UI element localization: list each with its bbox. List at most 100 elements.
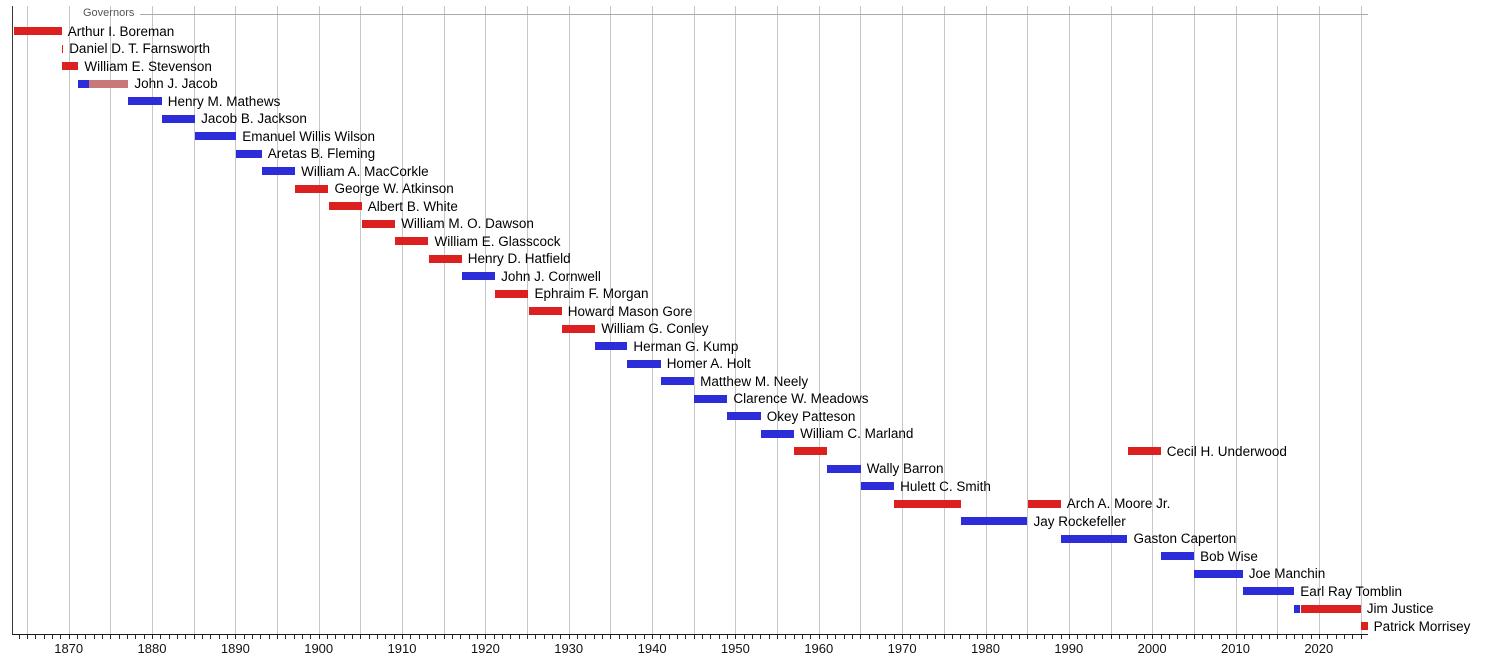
axis-tick bbox=[485, 635, 487, 639]
term-bar bbox=[794, 447, 828, 455]
x-axis-year-label: 1910 bbox=[387, 641, 417, 656]
axis-tick bbox=[293, 635, 295, 639]
axis-tick bbox=[977, 635, 979, 639]
axis-tick bbox=[493, 635, 495, 639]
governor-label: Homer A. Holt bbox=[666, 356, 751, 371]
governor-label: Henry D. Hatfield bbox=[467, 251, 571, 266]
axis-tick bbox=[118, 635, 120, 639]
term-bar bbox=[860, 482, 895, 490]
axis-tick bbox=[102, 635, 103, 639]
governor-label: Ephraim F. Morgan bbox=[534, 286, 649, 301]
axis-tick bbox=[393, 635, 395, 639]
governor-label: Arch A. Moore Jr. bbox=[1066, 496, 1171, 511]
axis-tick bbox=[502, 635, 504, 639]
axis-tick bbox=[652, 635, 654, 639]
term-bar bbox=[627, 359, 661, 368]
term-bar bbox=[14, 27, 62, 35]
gridline bbox=[318, 6, 320, 634]
axis-tick bbox=[1168, 635, 1170, 639]
term-bar bbox=[61, 44, 64, 53]
gridline bbox=[1068, 6, 1070, 634]
axis-tick bbox=[685, 635, 687, 639]
x-axis-year-label: 1960 bbox=[804, 641, 834, 656]
axis-tick bbox=[135, 635, 137, 639]
term-bar bbox=[495, 289, 529, 298]
governor-label: William E. Stevenson bbox=[84, 58, 212, 74]
gridline bbox=[1152, 6, 1154, 634]
axis-tick bbox=[177, 635, 178, 639]
governor-label: John J. Jacob bbox=[134, 76, 218, 91]
gridline bbox=[902, 6, 904, 634]
axis-tick bbox=[285, 635, 287, 639]
axis-tick bbox=[1235, 635, 1237, 639]
governor-label: William M. O. Dawson bbox=[401, 216, 534, 231]
axis-tick bbox=[68, 635, 70, 639]
axis-tick bbox=[927, 635, 929, 639]
gridline bbox=[735, 6, 737, 634]
term-bar bbox=[960, 517, 1028, 525]
gridline bbox=[777, 6, 779, 634]
axis-tick bbox=[243, 635, 245, 639]
axis-tick bbox=[77, 635, 78, 639]
governor-label: Aretas B. Fleming bbox=[267, 146, 376, 161]
axis-tick bbox=[518, 635, 520, 639]
term-bar bbox=[328, 202, 362, 210]
gridline bbox=[610, 6, 612, 634]
axis-tick bbox=[1268, 635, 1270, 639]
x-axis-line bbox=[12, 634, 1368, 635]
axis-tick bbox=[193, 635, 195, 639]
term-bar bbox=[78, 79, 89, 88]
axis-tick bbox=[27, 635, 28, 639]
x-axis-year-label: 2020 bbox=[1304, 641, 1334, 656]
axis-tick bbox=[1243, 635, 1245, 639]
term-bar bbox=[595, 342, 628, 350]
axis-tick bbox=[893, 635, 895, 639]
axis-tick bbox=[277, 635, 278, 639]
axis-tick bbox=[377, 635, 378, 639]
axis-tick bbox=[360, 635, 362, 639]
governor-label: Herman G. Kump bbox=[633, 338, 739, 354]
axis-tick bbox=[1135, 635, 1137, 639]
axis-tick bbox=[443, 635, 445, 639]
axis-tick bbox=[1202, 635, 1204, 639]
governor-label: William C. Marland bbox=[800, 426, 914, 441]
term-bar bbox=[694, 394, 728, 403]
term-bar bbox=[1160, 552, 1195, 560]
governor-label: Jim Justice bbox=[1366, 601, 1434, 616]
axis-tick bbox=[343, 635, 345, 639]
axis-tick bbox=[1310, 635, 1312, 639]
x-axis-year-label: 1870 bbox=[54, 641, 84, 656]
x-axis-year-label: 1890 bbox=[220, 641, 250, 656]
term-bar bbox=[128, 97, 162, 105]
axis-tick bbox=[1118, 635, 1120, 639]
governor-label: George W. Atkinson bbox=[334, 181, 454, 196]
axis-tick bbox=[910, 635, 912, 639]
axis-tick bbox=[410, 635, 412, 639]
term-bar bbox=[261, 167, 296, 175]
governor-label: Clarence W. Meadows bbox=[733, 391, 869, 406]
axis-tick bbox=[727, 635, 729, 639]
axis-tick bbox=[943, 635, 945, 639]
axis-tick bbox=[235, 635, 237, 639]
axis-tick bbox=[210, 635, 212, 639]
axis-tick bbox=[1210, 635, 1212, 639]
axis-tick bbox=[902, 635, 904, 639]
axis-tick bbox=[52, 635, 53, 639]
axis-tick bbox=[1227, 635, 1229, 639]
axis-tick bbox=[1327, 635, 1329, 639]
governor-label: Okey Patteson bbox=[766, 408, 856, 424]
axis-tick bbox=[1018, 635, 1020, 639]
governor-label: Henry M. Mathews bbox=[167, 93, 281, 109]
axis-tick bbox=[1102, 635, 1104, 639]
gridline bbox=[110, 6, 112, 634]
axis-tick bbox=[785, 635, 787, 639]
axis-tick bbox=[668, 635, 670, 639]
axis-tick bbox=[593, 635, 595, 639]
x-axis-year-label: 2000 bbox=[1137, 641, 1167, 656]
term-bar bbox=[395, 237, 429, 245]
axis-tick bbox=[60, 635, 62, 639]
term-bar bbox=[1127, 447, 1161, 455]
x-axis-year-label: 1900 bbox=[304, 641, 334, 656]
axis-tick bbox=[710, 635, 712, 639]
axis-tick bbox=[935, 635, 937, 639]
